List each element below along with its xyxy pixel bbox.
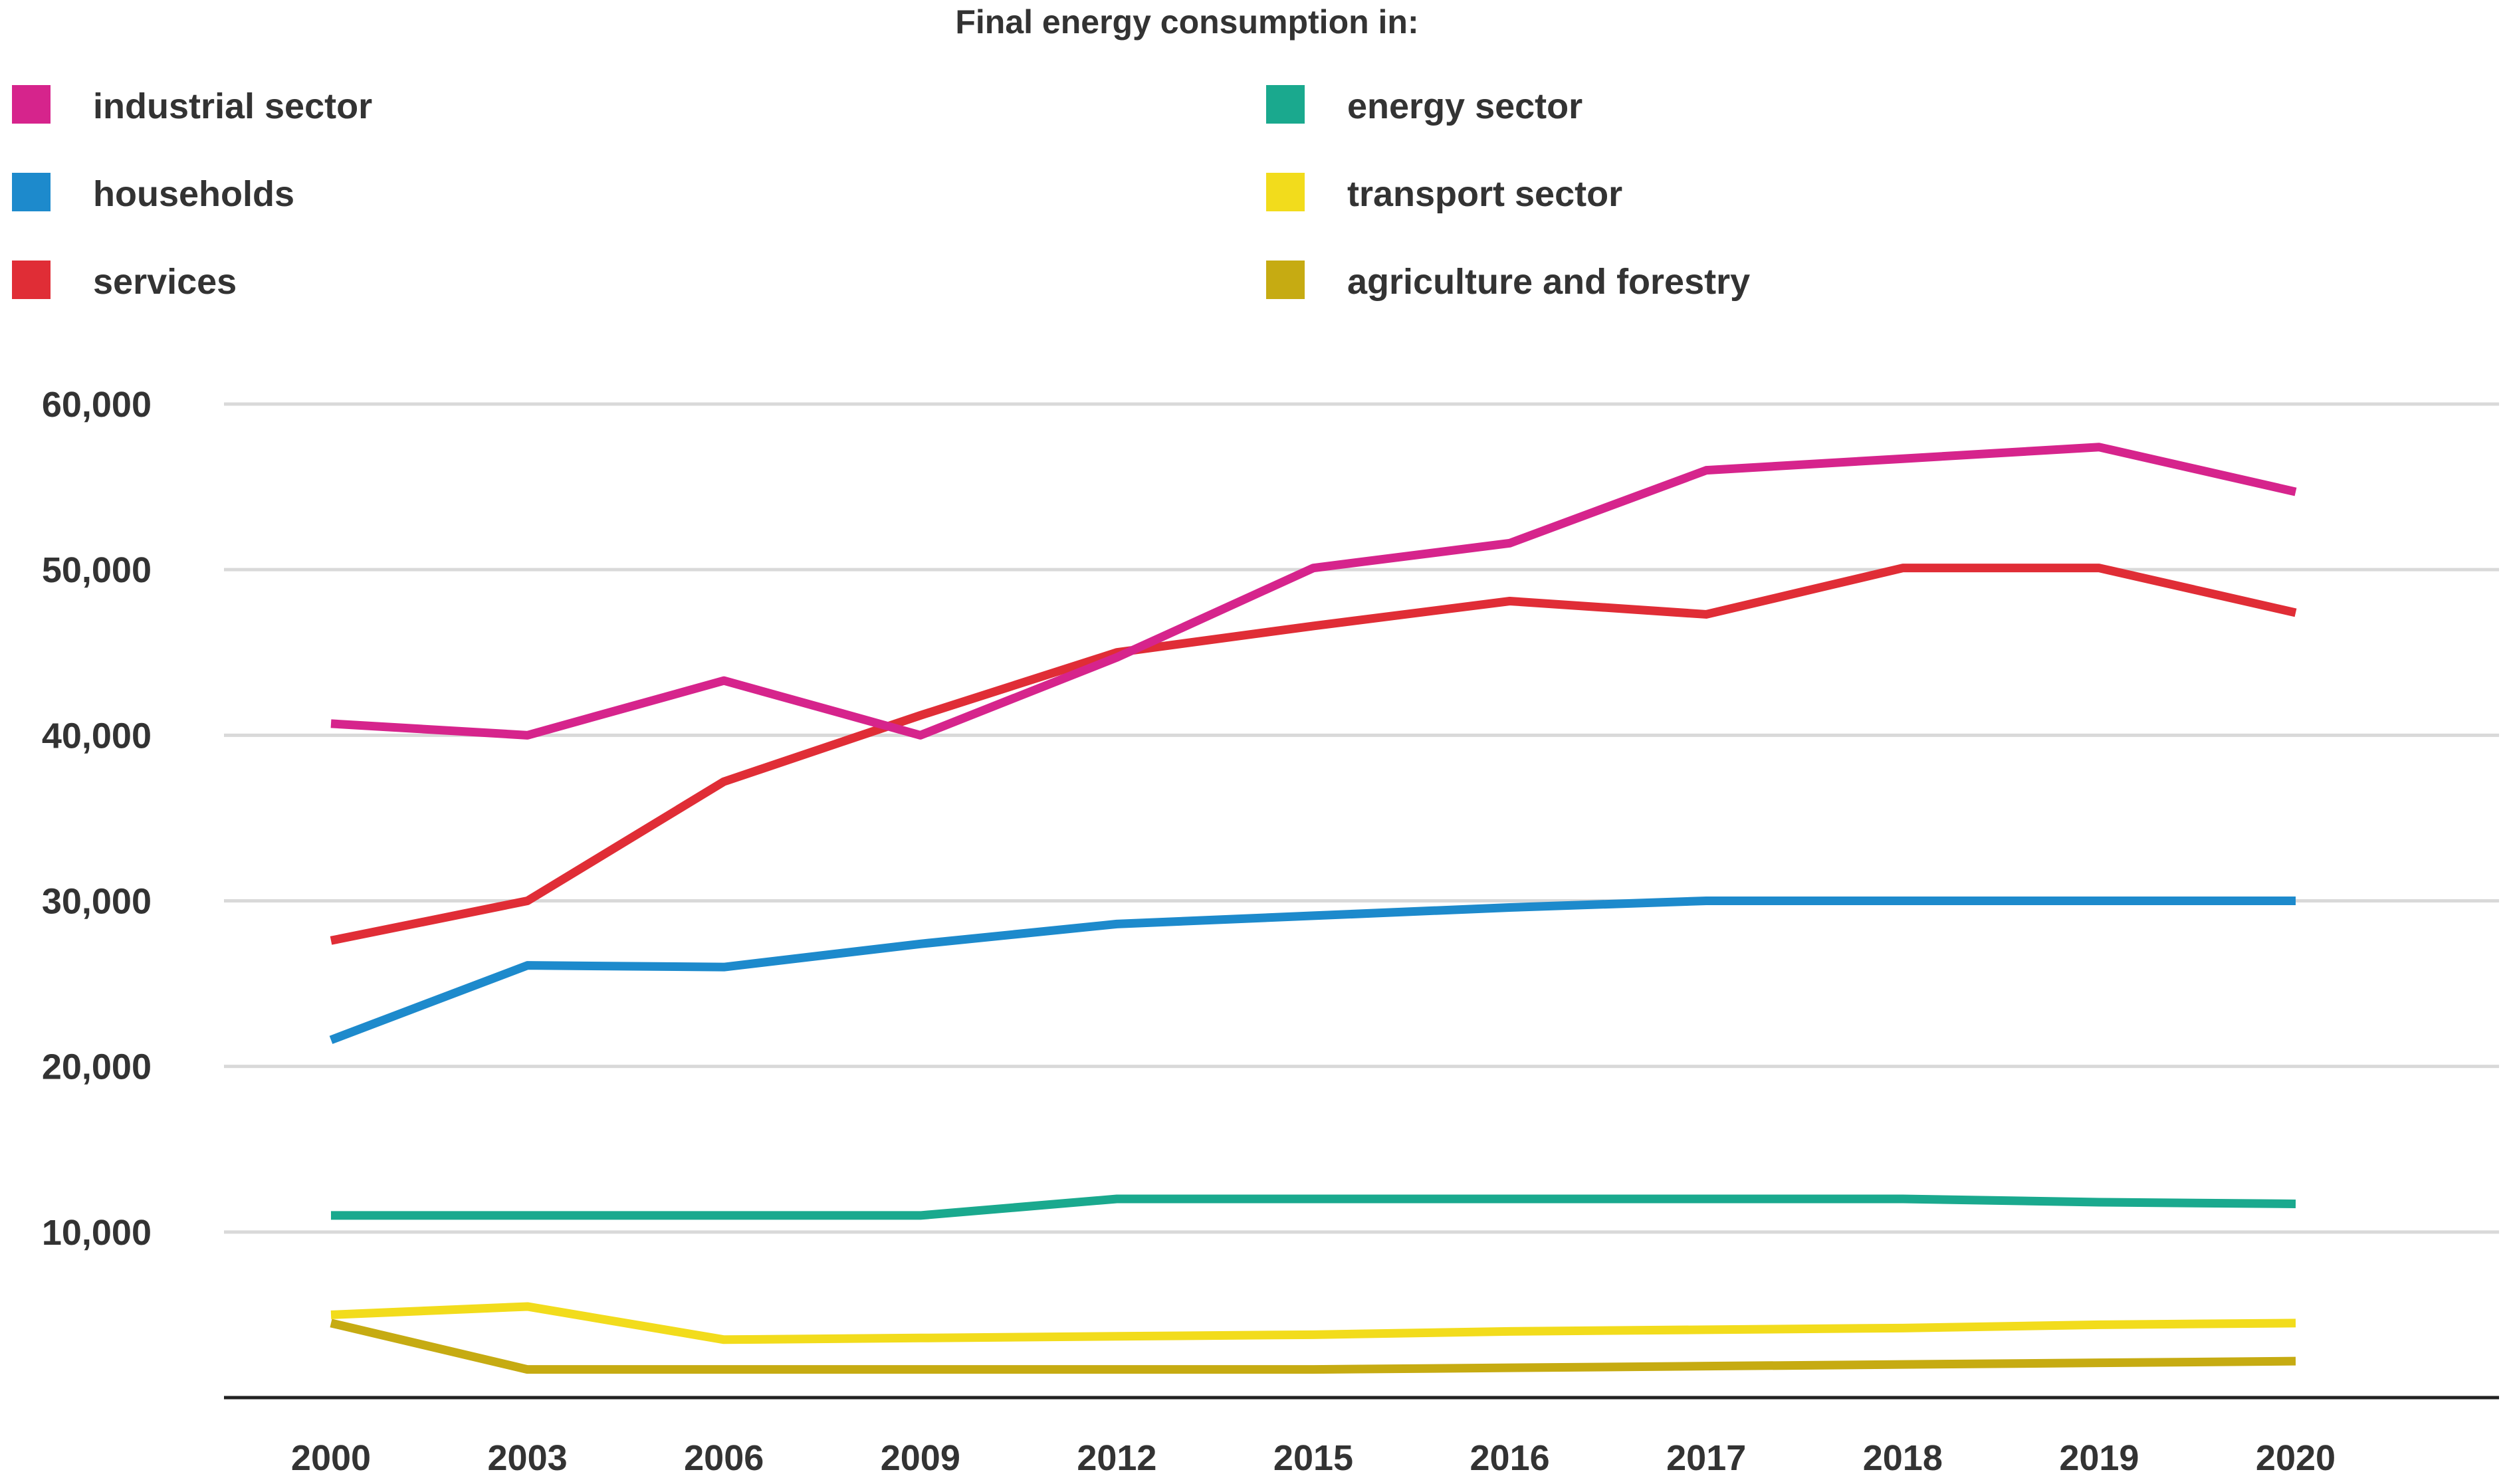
- series-lines: [329, 443, 2297, 1374]
- y-tick-label: 10,000: [42, 1213, 152, 1253]
- y-tick-label: 50,000: [42, 550, 152, 590]
- legend-swatch: [1266, 261, 1305, 299]
- x-tick-label: 2017: [1666, 1438, 1746, 1478]
- y-tick-label: 60,000: [42, 385, 152, 425]
- legend-label: services: [93, 262, 237, 302]
- legend: industrial sector energy sector households…: [12, 85, 1750, 302]
- y-tick-label: 20,000: [42, 1047, 152, 1087]
- x-tick-label: 2016: [1470, 1438, 1550, 1478]
- x-tick-label: 2018: [1863, 1438, 1943, 1478]
- series-line-industrial-sector: [330, 443, 2297, 740]
- series-line-transport-sector: [330, 1302, 2296, 1344]
- y-tick-label: 30,000: [42, 882, 152, 922]
- x-tick-label: 2012: [1077, 1438, 1156, 1478]
- series-line-households: [329, 897, 2296, 1044]
- x-tick-label: 2015: [1273, 1438, 1353, 1478]
- x-tick-label: 2019: [2059, 1438, 2139, 1478]
- x-tick-label: 2003: [488, 1438, 568, 1478]
- legend-label: industrial sector: [93, 86, 372, 126]
- chart-title: Final energy consumption in:: [955, 3, 1418, 41]
- legend-label: agriculture and forestry: [1347, 262, 1750, 302]
- x-tick-label: 2006: [684, 1438, 764, 1478]
- series-line-services: [330, 564, 2297, 945]
- gridlines: [224, 402, 2499, 1234]
- y-tick-label: 40,000: [42, 716, 152, 756]
- x-axis-ticks: 2000 2003 2006 2009 2012 2015 2016 2017 2018 2019…: [291, 1438, 2336, 1478]
- legend-swatch: [12, 173, 51, 211]
- legend-label: energy sector: [1347, 86, 1582, 126]
- series-line-agriculture-and-forestry: [330, 1319, 2296, 1374]
- legend-swatch: [12, 85, 51, 124]
- x-tick-label: 2000: [291, 1438, 371, 1478]
- legend-swatch: [12, 261, 51, 299]
- y-axis-ticks: 10,000 20,000 30,000 40,000 50,000 60,000: [42, 385, 152, 1253]
- legend-label: households: [93, 174, 294, 214]
- legend-swatch: [1266, 173, 1305, 211]
- x-tick-label: 2020: [2256, 1438, 2336, 1478]
- x-tick-label: 2009: [881, 1438, 960, 1478]
- legend-swatch: [1266, 85, 1305, 124]
- series-line-energy-sector: [331, 1194, 2296, 1220]
- legend-label: transport sector: [1347, 174, 1622, 214]
